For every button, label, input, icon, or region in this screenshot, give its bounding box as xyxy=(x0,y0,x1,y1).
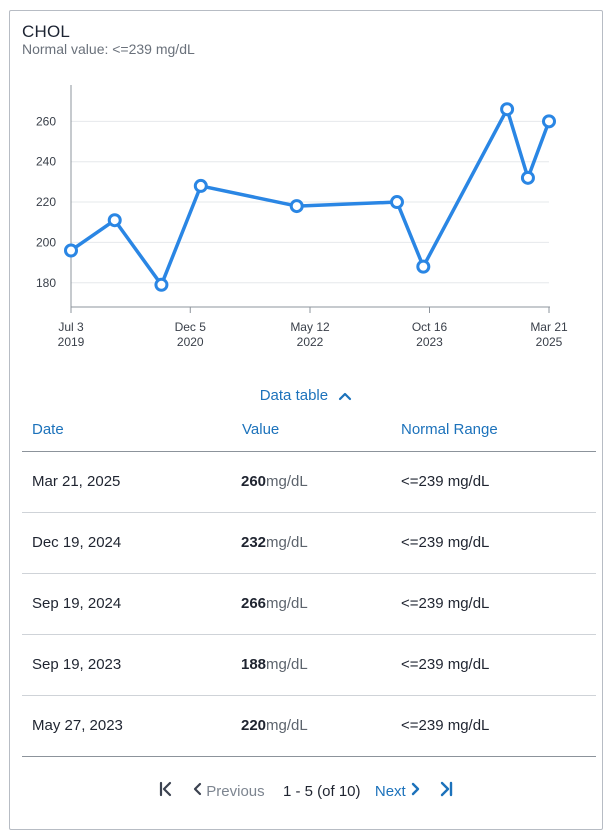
table-row: Mar 21, 2025 260mg/dL <=239 mg/dL xyxy=(22,452,596,513)
column-header-date[interactable]: Date xyxy=(32,421,64,438)
row-date: May 27, 2023 xyxy=(32,717,123,734)
page-count: 1 - 5 (of 10) xyxy=(282,782,361,800)
value-unit: mg/dL xyxy=(266,473,308,490)
column-header-value[interactable]: Value xyxy=(242,421,280,438)
next-button[interactable]: Next xyxy=(375,782,422,800)
series-line xyxy=(70,107,551,287)
next-label: Next xyxy=(374,782,406,800)
value-number: 188 xyxy=(241,656,267,673)
y-tick-label: 220 xyxy=(36,195,56,209)
y-tick-label: 200 xyxy=(36,235,56,249)
row-value: 220mg/dL xyxy=(241,717,308,734)
data-point xyxy=(64,243,78,258)
x-tick-label: Oct 16 xyxy=(412,320,448,334)
row-value: 260mg/dL xyxy=(241,473,308,490)
y-tick-label: 260 xyxy=(36,114,56,128)
column-header-range[interactable]: Normal Range xyxy=(401,421,498,438)
x-tick-label-year: 2025 xyxy=(536,335,563,349)
table-row: Sep 19, 2024 266mg/dL <=239 mg/dL xyxy=(22,574,596,635)
x-tick-label-year: 2020 xyxy=(177,335,204,349)
data-point xyxy=(520,170,535,185)
first-page-icon[interactable] xyxy=(158,781,174,801)
previous-button[interactable]: Previous xyxy=(192,782,265,800)
row-range: <=239 mg/dL xyxy=(401,534,490,551)
data-point xyxy=(416,259,431,274)
x-tick-label: Mar 21 xyxy=(530,320,568,334)
row-value: 232mg/dL xyxy=(241,534,308,551)
chevron-left-icon xyxy=(192,782,202,800)
test-title: CHOL xyxy=(22,22,71,41)
value-unit: mg/dL xyxy=(266,595,308,612)
data-point xyxy=(389,195,404,210)
chart-grid xyxy=(71,120,549,284)
value-number: 232 xyxy=(241,534,267,551)
y-tick-labels: 180 200 220 240 260 xyxy=(36,114,56,289)
data-point xyxy=(193,178,208,193)
x-tick-label-year: 2022 xyxy=(297,335,324,349)
data-table-toggle-label: Data table xyxy=(259,387,329,404)
pagination: Previous 1 - 5 (of 10) Next xyxy=(10,781,602,801)
normal-value-subtitle: Normal value: <=239 mg/dL xyxy=(22,41,195,57)
row-date: Sep 19, 2023 xyxy=(32,656,122,673)
table-row: Dec 19, 2024 232mg/dL <=239 mg/dL xyxy=(22,513,596,574)
data-point xyxy=(107,213,122,228)
chart-axes xyxy=(70,85,550,313)
row-value: 266mg/dL xyxy=(241,595,308,612)
row-date: Mar 21, 2025 xyxy=(32,473,121,490)
x-tick-label: Jul 3 xyxy=(58,320,84,334)
previous-label: Previous xyxy=(206,782,265,800)
y-tick-label: 240 xyxy=(36,155,56,169)
value-number: 260 xyxy=(241,473,267,490)
last-page-icon[interactable] xyxy=(438,781,454,801)
row-range: <=239 mg/dL xyxy=(401,717,490,734)
data-table-body: Mar 21, 2025 260mg/dL <=239 mg/dL Dec 19… xyxy=(22,452,596,757)
data-point xyxy=(542,114,556,129)
data-table-toggle[interactable]: Data table xyxy=(10,387,602,405)
chevron-right-icon xyxy=(410,782,422,800)
value-number: 266 xyxy=(241,595,267,612)
row-date: Sep 19, 2024 xyxy=(32,595,122,612)
row-date: Dec 19, 2024 xyxy=(32,534,122,551)
row-value: 188mg/dL xyxy=(241,656,308,673)
row-range: <=239 mg/dL xyxy=(401,595,490,612)
row-range: <=239 mg/dL xyxy=(401,473,490,490)
x-tick-label: May 12 xyxy=(290,320,330,334)
x-tick-label-year: 2019 xyxy=(58,335,85,349)
row-range: <=239 mg/dL xyxy=(401,656,490,673)
data-point xyxy=(289,199,304,214)
data-point xyxy=(500,102,515,117)
data-point xyxy=(154,277,169,292)
x-tick-label-year: 2023 xyxy=(416,335,443,349)
value-unit: mg/dL xyxy=(266,717,308,734)
chart-series xyxy=(64,102,556,292)
x-tick-label: Dec 5 xyxy=(175,320,207,334)
chevron-up-icon xyxy=(338,388,352,405)
table-row: Sep 19, 2023 188mg/dL <=239 mg/dL xyxy=(22,635,596,696)
table-row: May 27, 2023 220mg/dL <=239 mg/dL xyxy=(22,696,596,757)
lab-result-card: CHOL Normal value: <=239 mg/dL 180 200 220… xyxy=(9,10,603,830)
y-tick-label: 180 xyxy=(36,276,56,290)
data-table-header: Date Value Normal Range xyxy=(22,421,596,452)
value-number: 220 xyxy=(241,717,267,734)
value-unit: mg/dL xyxy=(266,534,308,551)
value-unit: mg/dL xyxy=(266,656,308,673)
